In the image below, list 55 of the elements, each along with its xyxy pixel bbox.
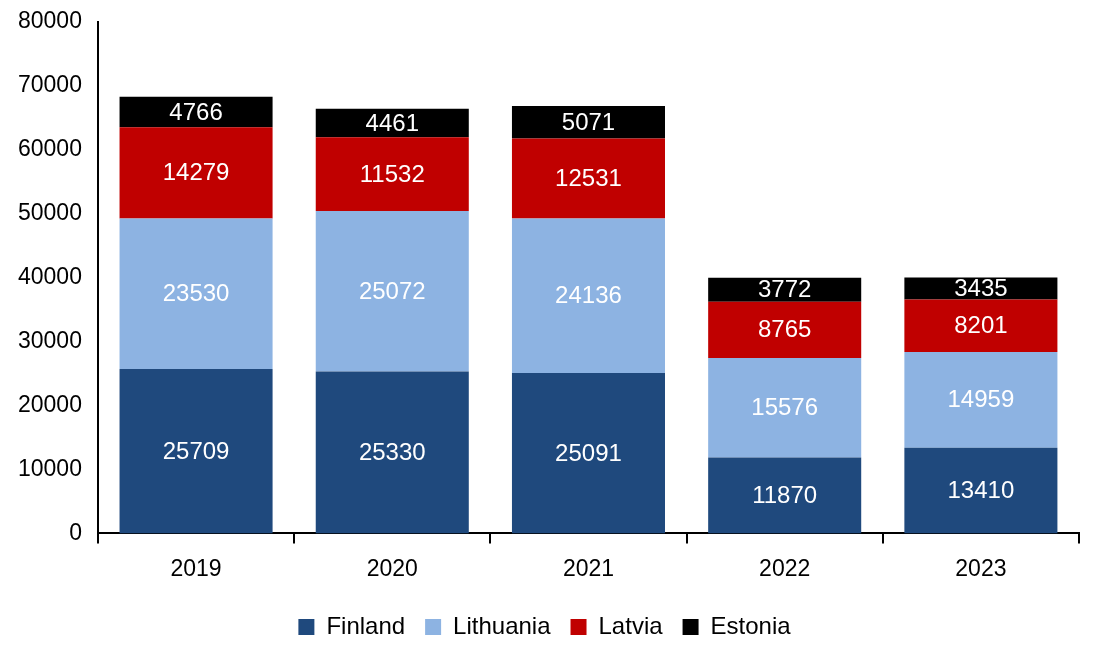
legend-label: Lithuania — [453, 611, 552, 639]
y-tick-label: 20000 — [17, 390, 82, 417]
data-label: 3772 — [757, 275, 812, 303]
bar — [511, 372, 665, 534]
bar — [708, 357, 862, 458]
x-tick-label: 2021 — [562, 554, 615, 581]
bar — [119, 368, 273, 534]
x-tick-label: 2019 — [170, 554, 222, 581]
bar — [708, 457, 862, 534]
bar — [904, 299, 1058, 352]
bar — [511, 218, 665, 373]
bar — [315, 211, 469, 372]
data-label: 11870 — [752, 481, 818, 509]
data-label: 11532 — [359, 159, 425, 187]
y-tick-label: 50000 — [17, 198, 82, 225]
data-label: 3435 — [954, 274, 1008, 302]
data-label: 24136 — [555, 281, 622, 309]
y-tick-label: 40000 — [17, 262, 82, 289]
data-label: 13410 — [947, 476, 1015, 504]
x-tick-label: 2023 — [955, 554, 1007, 581]
legend-label: Latvia — [598, 611, 664, 639]
x-tick-label: 2022 — [759, 554, 811, 581]
data-label: 25330 — [358, 438, 426, 466]
bar — [511, 106, 665, 139]
y-tick-label: 10000 — [17, 454, 82, 481]
y-tick-label: 0 — [69, 518, 82, 545]
data-label: 4461 — [365, 108, 419, 136]
data-label: 25072 — [358, 276, 426, 304]
data-label: 4766 — [169, 97, 223, 125]
data-label: 8201 — [954, 311, 1008, 339]
legend-label: Finland — [326, 611, 406, 639]
bar — [315, 137, 469, 212]
data-label: 14959 — [947, 385, 1015, 413]
y-tick-label: 70000 — [17, 71, 82, 98]
data-label: 25709 — [162, 436, 230, 464]
data-label: 8765 — [757, 315, 812, 343]
legend-label: Estonia — [710, 611, 792, 639]
data-label: 12531 — [555, 164, 622, 192]
data-label: 25091 — [555, 438, 622, 466]
data-label: 23530 — [162, 279, 230, 307]
bar — [708, 277, 862, 302]
bar — [904, 351, 1058, 448]
x-tick-label: 2020 — [366, 554, 418, 581]
y-tick-label: 80000 — [17, 7, 82, 34]
data-label: 14279 — [162, 158, 230, 186]
y-tick-label: 30000 — [17, 326, 82, 353]
bar — [315, 371, 469, 534]
bar — [708, 301, 862, 358]
bar — [119, 127, 273, 219]
data-label: 5071 — [561, 107, 616, 135]
y-tick-label: 60000 — [17, 135, 82, 162]
bar — [904, 447, 1058, 534]
bar — [511, 138, 665, 219]
data-label: 15576 — [751, 393, 819, 421]
bar — [119, 218, 273, 369]
